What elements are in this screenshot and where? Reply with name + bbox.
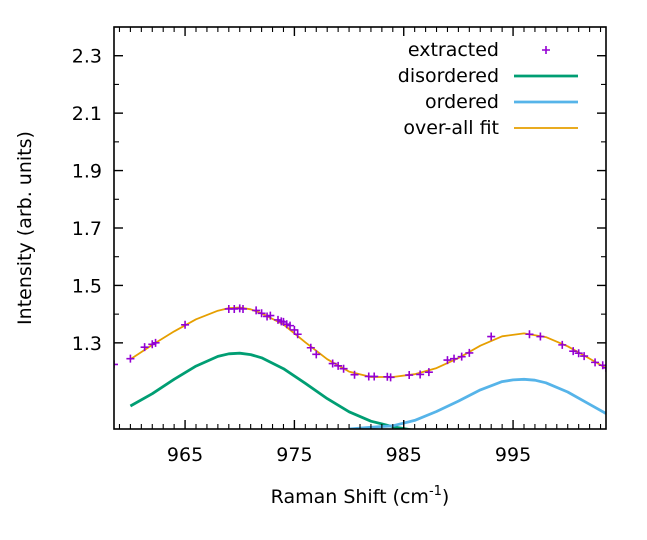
data-point xyxy=(306,343,315,352)
data-point xyxy=(386,373,395,382)
legend-label-ordered: ordered xyxy=(425,91,499,113)
y-tick-label: 1.5 xyxy=(72,275,102,297)
data-point xyxy=(525,330,534,339)
plot-data xyxy=(114,304,606,429)
data-point xyxy=(290,325,299,334)
series-line-ordered xyxy=(348,377,606,429)
data-point xyxy=(558,340,567,349)
data-point xyxy=(114,360,118,369)
data-point xyxy=(370,372,379,381)
data-point xyxy=(424,368,433,377)
data-point xyxy=(257,309,266,318)
data-point xyxy=(574,349,583,358)
x-axis-label: Raman Shift (cm-1) xyxy=(271,484,450,508)
data-point xyxy=(569,347,578,356)
legend-marker-extracted xyxy=(542,46,550,54)
legend: extracted disordered ordered over-all fit xyxy=(398,39,578,139)
data-point xyxy=(266,311,275,320)
data-point xyxy=(465,348,474,357)
x-tick-label: 985 xyxy=(386,444,422,466)
legend-label-over-all-fit: over-all fit xyxy=(403,117,499,139)
data-point xyxy=(457,352,466,361)
data-point xyxy=(126,354,135,363)
data-point xyxy=(602,363,606,372)
axes: 965 975 985 995 1.3 1.5 1.7 1.9 2.1 2.3 xyxy=(72,26,607,466)
data-point xyxy=(350,370,359,379)
x-tick-label: 995 xyxy=(495,444,531,466)
data-point xyxy=(443,356,452,365)
x-axis-label-superscript: -1 xyxy=(429,484,442,499)
data-point xyxy=(312,350,321,359)
data-point xyxy=(140,343,149,352)
x-axis-label-suffix: ) xyxy=(442,486,449,508)
data-point xyxy=(293,330,302,339)
y-tick-label: 2.3 xyxy=(72,46,102,68)
data-point xyxy=(450,354,459,363)
legend-label-extracted: extracted xyxy=(408,39,499,61)
data-point xyxy=(487,332,496,341)
data-point xyxy=(334,361,343,370)
x-tick-label: 975 xyxy=(276,444,312,466)
y-tick-label: 1.7 xyxy=(72,218,102,240)
x-axis-label-main: Raman Shift (cm xyxy=(271,486,429,508)
plot-frame xyxy=(113,26,607,430)
data-point xyxy=(328,359,337,368)
y-tick-label: 1.3 xyxy=(72,333,102,355)
data-point xyxy=(416,370,425,379)
y-tick-label: 1.9 xyxy=(72,161,102,183)
legend-label-disordered: disordered xyxy=(398,65,499,87)
y-tick-label: 2.1 xyxy=(72,103,102,125)
data-point xyxy=(536,332,545,341)
series-line-over-all-fit xyxy=(129,306,606,378)
data-point xyxy=(252,306,261,315)
data-point xyxy=(580,352,589,361)
data-point xyxy=(339,364,348,373)
data-point xyxy=(181,320,190,329)
data-point xyxy=(239,304,248,313)
data-point xyxy=(405,371,414,380)
data-point xyxy=(151,338,160,347)
data-point xyxy=(591,358,600,367)
series-line-disordered xyxy=(129,351,415,429)
data-point xyxy=(286,321,295,330)
y-axis-label: Intensity (arb. units) xyxy=(14,131,36,325)
x-tick-label: 965 xyxy=(167,444,203,466)
